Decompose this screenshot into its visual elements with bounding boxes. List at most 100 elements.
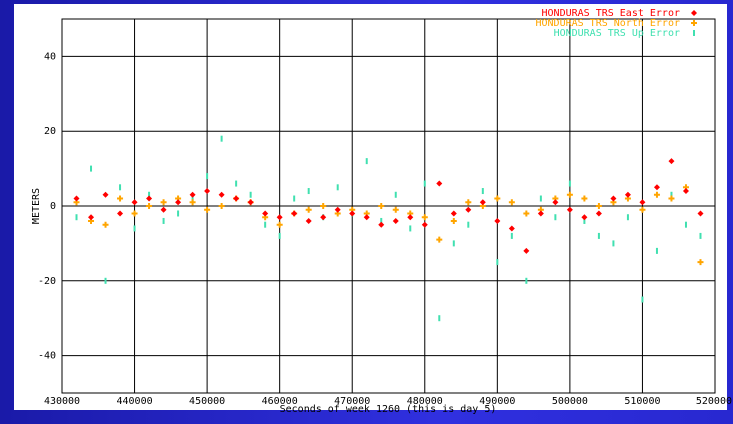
- point: [102, 191, 109, 198]
- point: [276, 214, 283, 221]
- y-tick-label: -20: [38, 276, 56, 287]
- point: [610, 195, 617, 202]
- point: [336, 184, 339, 191]
- point: [177, 210, 180, 217]
- point: [334, 206, 341, 213]
- point: [595, 203, 602, 209]
- point: [525, 277, 528, 284]
- point: [191, 195, 194, 202]
- point: [450, 210, 457, 217]
- point: [394, 191, 397, 198]
- point: [479, 199, 486, 206]
- point: [131, 210, 138, 217]
- point: [131, 199, 138, 206]
- point: [276, 221, 283, 228]
- point: [365, 158, 368, 165]
- point: [595, 210, 602, 217]
- point: [117, 210, 124, 217]
- point: [496, 259, 499, 266]
- point: [581, 214, 588, 221]
- y-tick-label: 20: [44, 126, 56, 137]
- point: [320, 203, 327, 209]
- point: [349, 210, 356, 217]
- point: [233, 195, 240, 202]
- x-tick-label: 450000: [189, 396, 225, 407]
- point: [160, 199, 167, 206]
- point: [291, 210, 298, 217]
- point: [568, 180, 571, 187]
- x-axis-label: Seconds of week 1260 (this is day 5): [280, 404, 497, 415]
- point: [682, 188, 689, 195]
- x-tick-label: 440000: [116, 396, 152, 407]
- point: [537, 210, 544, 217]
- point: [508, 199, 515, 206]
- legend-label: HONDURAS TRS Up Error: [554, 28, 680, 39]
- point: [639, 199, 646, 206]
- y-tick-label: -40: [38, 351, 56, 362]
- point: [88, 214, 95, 221]
- legend-marker: [691, 20, 697, 26]
- point: [189, 191, 196, 198]
- point: [421, 214, 428, 221]
- point: [668, 158, 675, 165]
- point: [450, 217, 457, 224]
- point: [655, 247, 658, 254]
- y-axis-label: METERS: [31, 188, 42, 224]
- point: [436, 236, 443, 243]
- point: [104, 277, 107, 284]
- legend-label: HONDURAS TRS East Error: [542, 8, 680, 19]
- point: [119, 184, 122, 191]
- point: [597, 232, 600, 239]
- point: [102, 221, 109, 228]
- point: [641, 296, 644, 303]
- point: [392, 206, 399, 213]
- y-tick-label: 0: [50, 201, 56, 212]
- x-tick-label: 520000: [696, 396, 732, 407]
- x-tick-label: 500000: [552, 396, 588, 407]
- point: [75, 214, 78, 221]
- legend-marker: [693, 30, 695, 36]
- point: [189, 199, 196, 206]
- point: [523, 210, 530, 217]
- point: [73, 195, 80, 202]
- point: [552, 199, 559, 206]
- point: [90, 165, 93, 172]
- point: [160, 206, 167, 213]
- point: [218, 191, 225, 198]
- panel: [14, 4, 727, 410]
- point: [452, 240, 455, 247]
- point: [583, 217, 586, 224]
- x-tick-label: 490000: [479, 396, 515, 407]
- y-tick-label: 40: [44, 51, 56, 62]
- point: [146, 195, 153, 202]
- legend-label: HONDURAS TRS North Error: [536, 18, 681, 29]
- legend-marker: [691, 10, 697, 16]
- point: [148, 191, 151, 198]
- point: [162, 217, 165, 224]
- point: [249, 191, 252, 198]
- point: [220, 135, 223, 142]
- point: [380, 217, 383, 224]
- point: [206, 173, 209, 180]
- point: [510, 232, 513, 239]
- point: [612, 240, 615, 247]
- point: [653, 191, 660, 198]
- x-tick-label: 460000: [262, 396, 298, 407]
- point: [539, 195, 542, 202]
- point: [481, 188, 484, 195]
- point: [409, 225, 412, 232]
- point: [494, 217, 501, 224]
- point: [204, 206, 211, 213]
- point: [262, 210, 269, 217]
- point: [523, 247, 530, 254]
- x-tick-label: 430000: [44, 396, 80, 407]
- point: [438, 315, 441, 322]
- point: [699, 232, 702, 239]
- point: [566, 206, 573, 213]
- point: [566, 191, 573, 198]
- point: [436, 180, 443, 187]
- point: [320, 214, 327, 221]
- point: [639, 206, 646, 213]
- point: [670, 191, 673, 198]
